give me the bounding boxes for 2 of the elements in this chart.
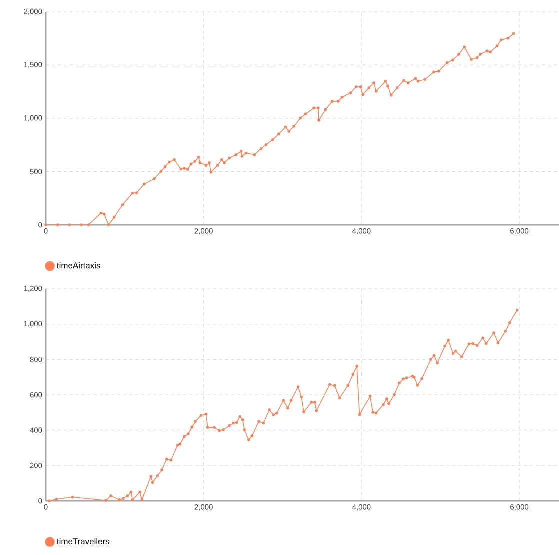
legend-label: timeAirtaxis <box>57 262 100 269</box>
legend-label: timeTravellers <box>57 538 110 545</box>
